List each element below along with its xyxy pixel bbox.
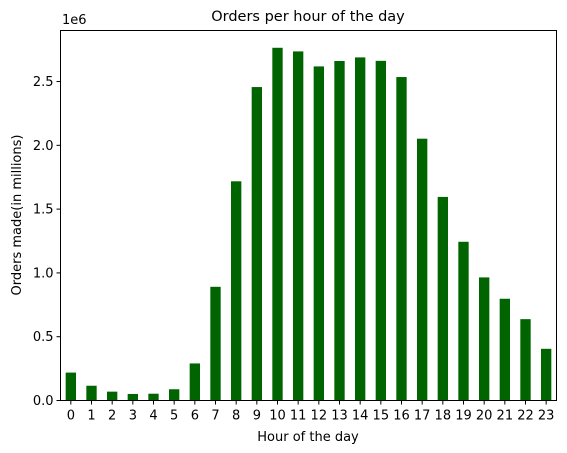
x-tick-label: 11 bbox=[290, 409, 307, 424]
x-tick-label: 20 bbox=[476, 409, 493, 424]
x-tick-label: 18 bbox=[435, 409, 452, 424]
bar-hour-20 bbox=[479, 277, 490, 401]
bar-hour-7 bbox=[210, 286, 221, 401]
bar-hour-18 bbox=[437, 196, 448, 401]
bar-hour-14 bbox=[355, 57, 366, 401]
bar-hour-17 bbox=[417, 138, 428, 401]
bar-hour-19 bbox=[458, 241, 469, 401]
bar-hour-15 bbox=[375, 60, 386, 401]
y-axis-label: Orders made(in millions) bbox=[10, 135, 25, 296]
x-tick-label: 12 bbox=[311, 409, 328, 424]
x-axis-label: Hour of the day bbox=[257, 430, 359, 445]
x-tick-label: 7 bbox=[211, 409, 219, 424]
bar-hour-2 bbox=[107, 391, 118, 401]
chart-title: Orders per hour of the day bbox=[211, 9, 405, 25]
x-tick-label: 1 bbox=[87, 409, 95, 424]
x-tick-label: 0 bbox=[67, 409, 75, 424]
x-tick-label: 23 bbox=[538, 409, 555, 424]
y-tick-label: 1.0 bbox=[33, 266, 54, 281]
x-tick-label: 9 bbox=[253, 409, 261, 424]
x-tick-label: 2 bbox=[108, 409, 116, 424]
y-tick-label: 1.5 bbox=[33, 203, 54, 218]
y-tick-label: 2.0 bbox=[33, 139, 54, 154]
bar-hour-6 bbox=[189, 363, 200, 401]
y-tick-label: 2.5 bbox=[33, 75, 54, 90]
x-tick-label: 19 bbox=[455, 409, 472, 424]
bar-hour-13 bbox=[334, 61, 345, 401]
bar-hour-11 bbox=[293, 51, 304, 401]
x-tick-label: 8 bbox=[232, 409, 240, 424]
bar-hour-0 bbox=[65, 372, 76, 401]
y-tick-label: 0.5 bbox=[33, 330, 54, 345]
bar-hour-9 bbox=[251, 87, 262, 401]
x-tick-label: 4 bbox=[149, 409, 157, 424]
x-tick-label: 10 bbox=[269, 409, 286, 424]
x-tick-label: 21 bbox=[497, 409, 514, 424]
x-tick-label: 16 bbox=[393, 409, 410, 424]
plot-frame bbox=[60, 30, 557, 401]
bar-hour-23 bbox=[541, 348, 552, 401]
y-axis-offset-label: 1e6 bbox=[62, 13, 87, 28]
y-tick-label: 0.0 bbox=[33, 394, 54, 409]
x-tick-label: 22 bbox=[517, 409, 534, 424]
x-tick-label: 15 bbox=[373, 409, 390, 424]
x-axis-ticks: 0 1 2 3 4 5 6 7 8 9 10 11 12 13 14 15 16 17 18 19 20 21 22 23 bbox=[67, 400, 555, 424]
bars-group bbox=[65, 47, 552, 401]
x-tick-label: 14 bbox=[352, 409, 369, 424]
x-tick-label: 13 bbox=[331, 409, 348, 424]
bar-hour-21 bbox=[499, 298, 510, 401]
bar-hour-10 bbox=[272, 47, 283, 401]
y-axis-ticks: 0.0 0.5 1.0 1.5 2.0 2.5 bbox=[33, 75, 61, 409]
bar-hour-1 bbox=[86, 385, 97, 401]
bar-hour-12 bbox=[313, 66, 324, 401]
bar-hour-8 bbox=[231, 181, 242, 401]
bar-hour-3 bbox=[127, 393, 138, 401]
bar-hour-5 bbox=[169, 389, 180, 401]
x-tick-label: 6 bbox=[191, 409, 199, 424]
bar-hour-16 bbox=[396, 77, 407, 401]
x-tick-label: 5 bbox=[170, 409, 178, 424]
x-tick-label: 17 bbox=[414, 409, 431, 424]
x-tick-label: 3 bbox=[129, 409, 137, 424]
bar-hour-22 bbox=[520, 319, 531, 401]
bar-hour-4 bbox=[148, 393, 159, 401]
